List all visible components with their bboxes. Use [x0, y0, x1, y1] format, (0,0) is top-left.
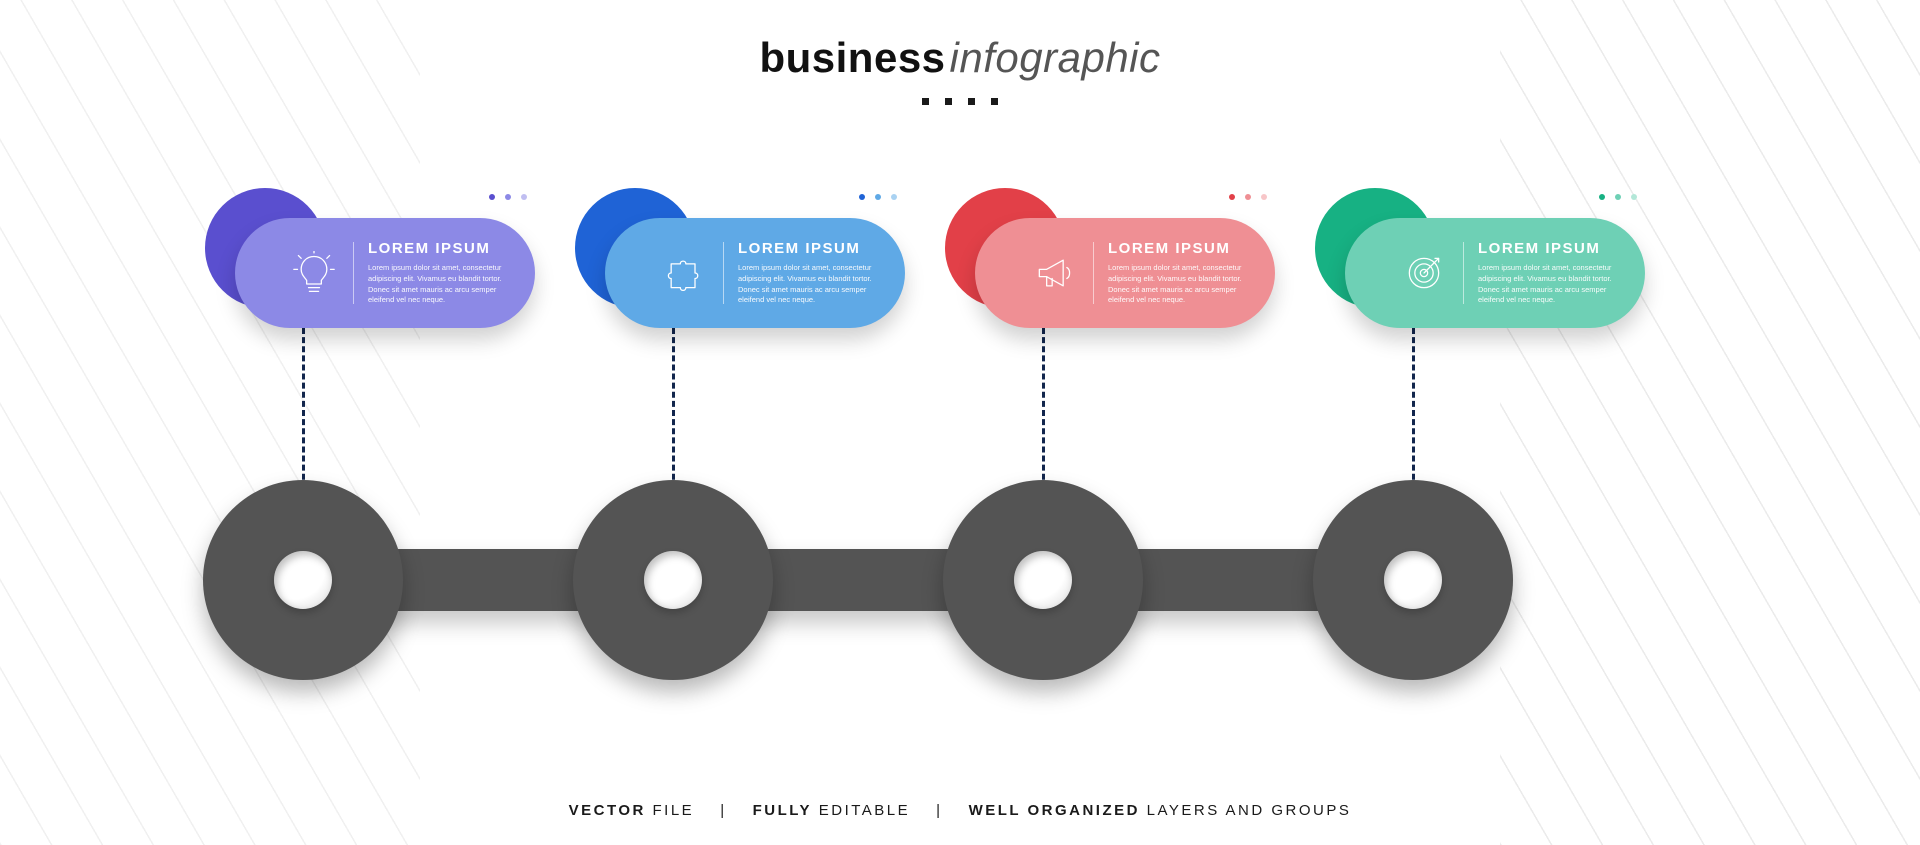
card-divider: [1093, 242, 1094, 304]
card-accent-dots: [859, 194, 897, 200]
card-text: LOREM IPSUM Lorem ipsum dolor sit amet, c…: [738, 240, 881, 307]
chain-node-inner: [1384, 551, 1442, 609]
card-text: LOREM IPSUM Lorem ipsum dolor sit amet, c…: [1478, 240, 1621, 307]
footer-item: FULLY EDITABLE: [753, 802, 911, 819]
card-accent-dot: [1615, 194, 1621, 200]
card-divider: [1463, 242, 1464, 304]
card-accent-dot: [1245, 194, 1251, 200]
page-title: businessinfographic: [0, 34, 1920, 82]
chain-node: [943, 480, 1143, 680]
card-body: Lorem ipsum dolor sit amet, consectetur …: [1108, 263, 1251, 307]
info-card: LOREM IPSUM Lorem ipsum dolor sit amet, c…: [1345, 218, 1645, 328]
card-accent-dots: [1229, 194, 1267, 200]
card-text: LOREM IPSUM Lorem ipsum dolor sit amet, c…: [368, 240, 511, 307]
card-accent-dot: [875, 194, 881, 200]
header-dot: [945, 98, 952, 105]
chain-node: [203, 480, 403, 680]
footer-item-bold: VECTOR: [569, 802, 646, 819]
footer-item-bold: FULLY: [753, 802, 812, 819]
header-dot: [922, 98, 929, 105]
title-bold: business: [759, 34, 945, 81]
footer-item: WELL ORGANIZED LAYERS AND GROUPS: [969, 802, 1352, 819]
footer-item-light: FILE: [646, 802, 694, 819]
footer-item-light: LAYERS AND GROUPS: [1140, 802, 1351, 819]
card-pill: LOREM IPSUM Lorem ipsum dolor sit amet, c…: [605, 218, 905, 328]
card-accent-dot: [489, 194, 495, 200]
card-text: LOREM IPSUM Lorem ipsum dolor sit amet, c…: [1108, 240, 1251, 307]
lightbulb-icon: [285, 251, 343, 295]
card-divider: [723, 242, 724, 304]
chain-node-inner: [644, 551, 702, 609]
card-pill: LOREM IPSUM Lorem ipsum dolor sit amet, c…: [1345, 218, 1645, 328]
header-decorative-dots: [0, 92, 1920, 110]
chain-node-inner: [274, 551, 332, 609]
card-pill: LOREM IPSUM Lorem ipsum dolor sit amet, c…: [975, 218, 1275, 328]
card-title: LOREM IPSUM: [738, 240, 881, 257]
card-title: LOREM IPSUM: [368, 240, 511, 257]
card-accent-dot: [1261, 194, 1267, 200]
footer-item-bold: WELL ORGANIZED: [969, 802, 1140, 819]
card-accent-dot: [891, 194, 897, 200]
info-card: LOREM IPSUM Lorem ipsum dolor sit amet, c…: [975, 218, 1275, 328]
card-body: Lorem ipsum dolor sit amet, consectetur …: [368, 263, 511, 307]
puzzle-icon: [655, 251, 713, 295]
header-dot: [968, 98, 975, 105]
info-card: LOREM IPSUM Lorem ipsum dolor sit amet, c…: [235, 218, 535, 328]
card-pill: LOREM IPSUM Lorem ipsum dolor sit amet, c…: [235, 218, 535, 328]
chain-node: [1313, 480, 1513, 680]
megaphone-icon: [1025, 251, 1083, 295]
card-accent-dot: [1599, 194, 1605, 200]
infographic-stage: LOREM IPSUM Lorem ipsum dolor sit amet, c…: [0, 0, 1920, 845]
footer-separator: |: [936, 802, 942, 819]
header: businessinfographic: [0, 34, 1920, 110]
card-body: Lorem ipsum dolor sit amet, consectetur …: [738, 263, 881, 307]
card-accent-dot: [1229, 194, 1235, 200]
card-accent-dot: [505, 194, 511, 200]
footer: VECTOR FILE | FULLY EDITABLE | WELL ORGANIZE…: [0, 802, 1920, 819]
card-title: LOREM IPSUM: [1108, 240, 1251, 257]
footer-item: VECTOR FILE: [569, 802, 695, 819]
footer-separator: |: [720, 802, 726, 819]
card-accent-dot: [859, 194, 865, 200]
card-body: Lorem ipsum dolor sit amet, consectetur …: [1478, 263, 1621, 307]
chain-node-inner: [1014, 551, 1072, 609]
card-accent-dot: [1631, 194, 1637, 200]
footer-item-light: EDITABLE: [812, 802, 910, 819]
info-card: LOREM IPSUM Lorem ipsum dolor sit amet, c…: [605, 218, 905, 328]
card-accent-dots: [489, 194, 527, 200]
chain-node: [573, 480, 773, 680]
card-accent-dots: [1599, 194, 1637, 200]
card-accent-dot: [521, 194, 527, 200]
card-divider: [353, 242, 354, 304]
card-title: LOREM IPSUM: [1478, 240, 1621, 257]
header-dot: [991, 98, 998, 105]
title-thin: infographic: [950, 34, 1161, 81]
target-icon: [1395, 251, 1453, 295]
